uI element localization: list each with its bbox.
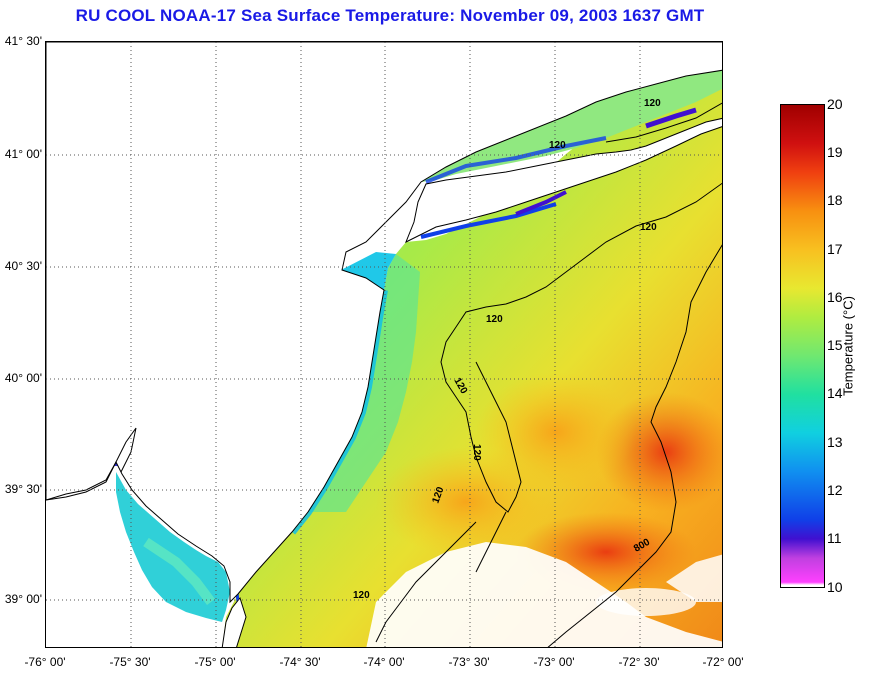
- colorbar-tick: 10: [827, 579, 843, 595]
- contour-label: 120: [644, 98, 661, 109]
- colorbar-tick: 17: [827, 241, 843, 257]
- lon-label: -72° 30': [618, 655, 660, 669]
- colorbar-tick: 20: [827, 96, 843, 112]
- colorbar-tick: 15: [827, 337, 843, 353]
- lat-label: 40° 00': [4, 371, 42, 385]
- lon-label: -74° 00': [363, 655, 405, 669]
- lon-label: -72° 00': [702, 655, 744, 669]
- contour-label: 120: [353, 590, 370, 601]
- lat-label: 41° 00': [4, 147, 42, 161]
- temperature-colorbar: [780, 104, 825, 588]
- contour-label: 120: [640, 222, 657, 233]
- colorbar-tick: 19: [827, 144, 843, 160]
- map-title: RU COOL NOAA-17 Sea Surface Temperature:…: [75, 6, 705, 25]
- colorbar-tick: 11: [827, 530, 842, 546]
- lon-label: -75° 00': [194, 655, 236, 669]
- lat-label: 40° 30': [4, 259, 42, 273]
- bathymetry-contours: [375, 102, 722, 647]
- sst-map-canvas: 120 120 120 120 120 120 120 120 800: [46, 42, 722, 647]
- contour-label: 120: [486, 314, 503, 325]
- lat-label: 39° 30': [4, 482, 42, 496]
- lon-label: -73° 00': [533, 655, 575, 669]
- colorbar-tick: 12: [827, 482, 843, 498]
- mainland: [46, 42, 722, 647]
- contour-label: 120: [471, 444, 482, 461]
- lat-label: 41° 30': [4, 34, 42, 48]
- graticule: [46, 42, 722, 647]
- colorbar-tick: 16: [827, 289, 843, 305]
- long-island-land: [405, 117, 722, 244]
- lat-label: 39° 00': [4, 592, 42, 606]
- colorbar-tick: 13: [827, 434, 843, 450]
- lon-label: -74° 30': [279, 655, 321, 669]
- colorbar-tick: 14: [827, 385, 843, 401]
- delaware-bay: [116, 472, 230, 622]
- colorbar-tick: 18: [827, 192, 843, 208]
- lon-label: -76° 00': [24, 655, 66, 669]
- sst-field: [222, 70, 722, 647]
- lon-label: -75° 30': [109, 655, 151, 669]
- contour-label: 120: [549, 140, 566, 151]
- lon-label: -73° 30': [448, 655, 490, 669]
- long-island-sound: [421, 70, 722, 184]
- sst-map: 120 120 120 120 120 120 120 120 800: [45, 41, 723, 648]
- colorbar-title: Temperature (°C): [840, 296, 856, 396]
